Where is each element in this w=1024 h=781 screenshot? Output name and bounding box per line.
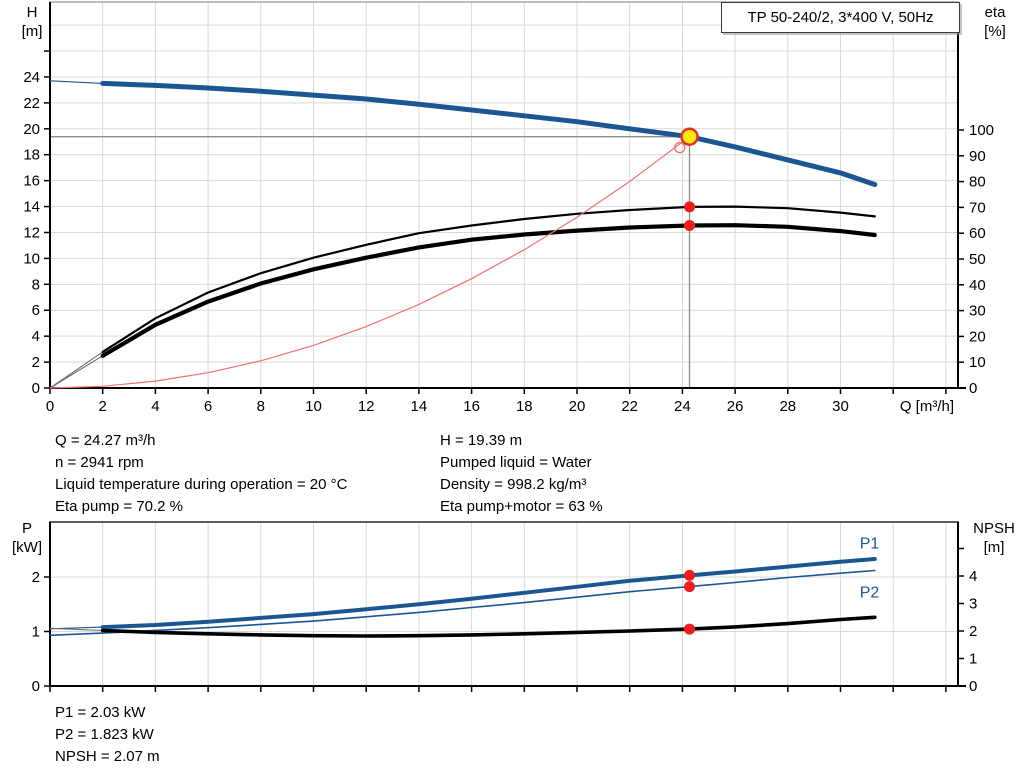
- eta-pump-motor-point: [684, 219, 696, 231]
- x-tick-label: 16: [463, 398, 480, 415]
- y-right-tick-label: 0: [969, 678, 977, 695]
- x-tick-label: 12: [358, 398, 375, 415]
- eta-pump-curve-lead: [49, 351, 104, 389]
- y-left-tick-label: 20: [23, 121, 40, 138]
- y-right-tick-label: 30: [969, 303, 986, 320]
- info-p2: P2 = 1.823 kW: [55, 726, 154, 743]
- y-right-tick-label: 80: [969, 174, 986, 191]
- y-left-tick-label: 24: [23, 69, 40, 86]
- y-left-tick-label: 0: [32, 678, 40, 695]
- y-right-tick-label: 60: [969, 225, 986, 242]
- x-tick-label: 26: [727, 398, 744, 415]
- y-left-tick-label: 0: [32, 380, 40, 397]
- npsh-axis-unit-line2: [m]: [983, 539, 1005, 556]
- p-axis-unit-line2: [kW]: [12, 539, 42, 556]
- x-tick-label: 4: [151, 398, 159, 415]
- info-density: Density = 998.2 kg/m³: [440, 476, 587, 493]
- p1-point: [684, 569, 696, 581]
- NPSH-curve-lead: [49, 627, 103, 632]
- x-tick-label: 30: [832, 398, 849, 415]
- y-left-tick-label: 14: [23, 199, 40, 216]
- duty-point[interactable]: [680, 127, 699, 146]
- H-curve-lead: [49, 80, 103, 84]
- eta-axis-unit-line2: [%]: [984, 23, 1006, 40]
- x-tick-label: 18: [516, 398, 533, 415]
- y-left-tick-label: 6: [32, 302, 40, 319]
- x-tick-label: 28: [779, 398, 796, 415]
- x-tick-label: 20: [569, 398, 586, 415]
- p-axis-unit-line1: P: [21, 520, 32, 537]
- y-right-tick-label: 3: [969, 596, 977, 613]
- npsh-point: [684, 623, 696, 635]
- h-axis-unit-line1: H: [26, 4, 38, 21]
- info-p1: P1 = 2.03 kW: [55, 704, 146, 721]
- y-left-tick-label: 8: [32, 276, 40, 293]
- info-npsh: NPSH = 2.07 m: [55, 748, 160, 765]
- eta-axis-unit-line1: eta: [984, 4, 1006, 21]
- x-tick-label: 22: [621, 398, 638, 415]
- p2-point: [684, 581, 696, 593]
- eta-pump-motor-curve-lead: [49, 355, 103, 389]
- y-right-tick-label: 40: [969, 277, 986, 294]
- NPSH-curve: [100, 615, 877, 638]
- h-axis-unit-line2: [m]: [21, 23, 43, 40]
- series-label-p2: P2: [860, 585, 880, 602]
- y-left-tick-label: 2: [32, 354, 40, 371]
- npsh-axis-unit-line1: NPSH: [973, 520, 1015, 537]
- y-right-tick-label: 20: [969, 328, 986, 345]
- info-block-right: H = 19.39 m Pumped liquid = Water Densit…: [440, 430, 603, 518]
- series-label-p1: P1: [860, 536, 880, 553]
- info-eta-pump: Eta pump = 70.2 %: [55, 498, 183, 515]
- y-left-tick-label: 2: [32, 569, 40, 586]
- info-head: H = 19.39 m: [440, 432, 523, 449]
- eta-pump-motor-curve: [100, 223, 877, 358]
- H-curve: [100, 80, 878, 187]
- y-left-tick-label: 10: [23, 250, 40, 267]
- eta-pump-curve: [101, 205, 876, 353]
- y-left-tick-label: 12: [23, 224, 40, 241]
- info-pumped-liquid: Pumped liquid = Water: [440, 454, 592, 471]
- system-curve: [49, 136, 691, 389]
- h-axis-unit: H [m]: [12, 3, 52, 41]
- system-curve-end-marker: [674, 141, 686, 154]
- y-right-tick-label: 50: [969, 251, 986, 268]
- info-flow: Q = 24.27 m³/h: [55, 432, 156, 449]
- info-eta-pump-motor: Eta pump+motor = 63 %: [440, 498, 603, 515]
- eta-pump-point: [684, 201, 696, 213]
- y-right-tick-label: 2: [969, 623, 977, 640]
- npsh-axis-unit: NPSH [m]: [964, 519, 1024, 557]
- x-tick-label: 0: [46, 398, 54, 415]
- info-block-bottom: P1 = 2.03 kW P2 = 1.823 kW NPSH = 2.07 m: [55, 702, 160, 768]
- y-right-tick-label: 0: [969, 380, 977, 397]
- P1-curve: [100, 557, 877, 630]
- y-right-tick-label: 70: [969, 199, 986, 216]
- info-liquid-temperature: Liquid temperature during operation = 20…: [55, 476, 348, 493]
- P2-curve: [49, 569, 876, 637]
- x-tick-label: 10: [305, 398, 322, 415]
- x-tick-label: 8: [257, 398, 265, 415]
- info-speed: n = 2941 rpm: [55, 454, 144, 471]
- p-axis-unit: P [kW]: [4, 519, 50, 557]
- x-tick-label: 2: [99, 398, 107, 415]
- y-left-tick-label: 18: [23, 147, 40, 164]
- y-left-tick-label: 22: [23, 95, 40, 112]
- eta-axis-unit: eta [%]: [972, 3, 1018, 41]
- y-right-tick-label: 10: [969, 354, 986, 371]
- q-axis-unit: Q [m³/h]: [899, 398, 954, 415]
- y-left-tick-label: 16: [23, 173, 40, 190]
- y-left-tick-label: 4: [32, 328, 40, 345]
- x-tick-label: 6: [204, 398, 212, 415]
- y-right-tick-label: 90: [969, 148, 986, 165]
- x-tick-label: 14: [411, 398, 428, 415]
- y-right-tick-label: 1: [969, 651, 977, 668]
- y-left-tick-label: 1: [32, 624, 40, 641]
- y-right-tick-label: 100: [969, 122, 994, 139]
- x-tick-label: 24: [674, 398, 691, 415]
- y-right-tick-label: 4: [969, 568, 977, 585]
- info-block-left: Q = 24.27 m³/h n = 2941 rpm Liquid tempe…: [55, 430, 347, 518]
- pump-title-box: TP 50-240/2, 3*400 V, 50Hz: [721, 2, 960, 33]
